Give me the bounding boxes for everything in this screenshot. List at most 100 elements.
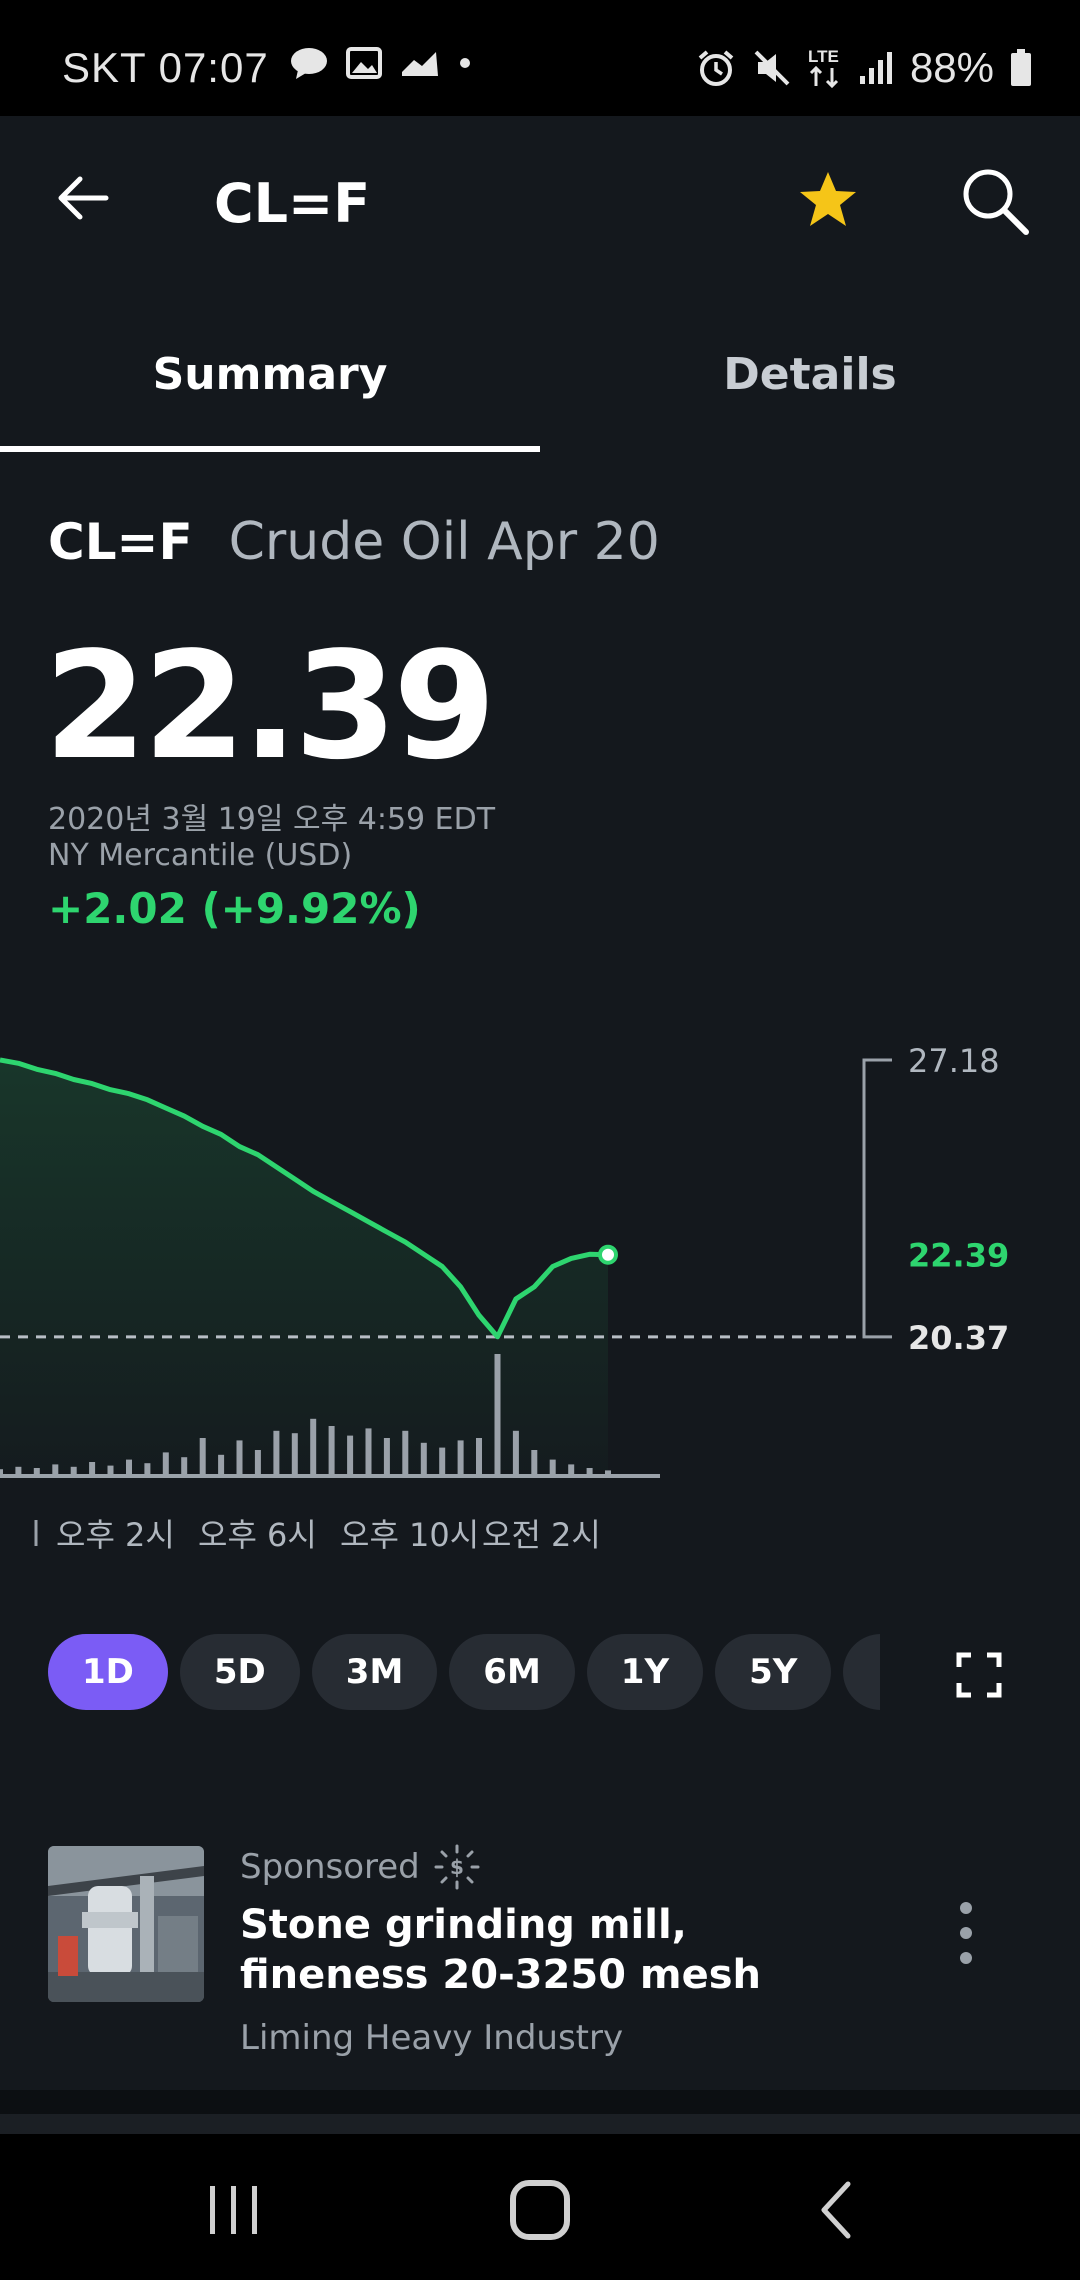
image-icon [346, 47, 382, 79]
tab-details[interactable]: Details [723, 348, 897, 400]
range-max-button[interactable]: MAX [843, 1634, 880, 1710]
x-tick-label: 오후 2시 [56, 1516, 175, 1554]
ad-source: Liming Heavy Industry [240, 2018, 624, 2058]
volume-bar [476, 1438, 482, 1474]
volume-bar [89, 1462, 96, 1474]
volume-bar [365, 1428, 372, 1474]
volume-bars [0, 1354, 611, 1474]
svg-text:LTE: LTE [808, 47, 839, 66]
chart-app-icon [402, 52, 438, 76]
quote-symbol: CL=F [48, 513, 193, 571]
volume-bar [328, 1426, 335, 1474]
y-label-high: 27.18 [908, 1042, 1000, 1080]
y-label-current: 22.39 [908, 1237, 1009, 1275]
ad-sponsored-label: Sponsored $ [240, 1844, 480, 1890]
x-tick-label: 오후 6시 [198, 1516, 317, 1554]
quote-change: +2.02 (+9.92%) [48, 884, 421, 933]
volume-bar [52, 1464, 59, 1474]
sponsored-text: Sponsored [240, 1847, 420, 1887]
range-5y-button[interactable]: 5Y [715, 1634, 832, 1710]
signal-icon [859, 52, 892, 84]
dollar-sun-icon: $ [434, 1844, 480, 1890]
current-price-dot [598, 1244, 618, 1265]
volume-bar [586, 1468, 593, 1474]
volume-bar [402, 1430, 409, 1474]
recent-apps-icon[interactable] [206, 2182, 262, 2238]
y-label-previous-close: 20.37 [908, 1319, 1009, 1357]
quote-exchange: NY Mercantile (USD) [48, 838, 353, 873]
volume-bar [218, 1454, 225, 1474]
volume-bar [254, 1450, 261, 1474]
alarm-icon [698, 50, 734, 86]
section-divider [0, 2090, 1080, 2114]
tab-bar: Summary Details [0, 292, 1080, 456]
next-section-edge [0, 2114, 1080, 2134]
volume-bar [144, 1463, 151, 1474]
price-area [0, 1060, 608, 1470]
price-line [0, 1057, 609, 1340]
x-tick-label: 오후 10시 [340, 1516, 479, 1554]
dot-icon [460, 58, 470, 68]
vibrate-mute-icon [754, 50, 790, 86]
range-6m-button[interactable]: 6M [449, 1634, 575, 1710]
volume-bar [70, 1466, 77, 1474]
volume-bar [383, 1438, 390, 1474]
svg-text:$: $ [450, 1855, 464, 1879]
volume-bar [181, 1457, 188, 1474]
arrow-left-icon[interactable] [54, 168, 114, 228]
volume-bar [291, 1433, 298, 1474]
price-chart[interactable]: 27.18 22.39 20.37 오후 2시 오후 6시 오후 10시 오전 … [0, 1000, 1080, 1560]
notification-icons [290, 46, 472, 80]
quote-heading: CL=F Crude Oil Apr 20 [48, 512, 660, 572]
lte-icon: LTE [808, 47, 839, 89]
range-3m-button[interactable]: 3M [311, 1634, 438, 1710]
home-icon[interactable] [508, 2178, 572, 2242]
quote-name: Crude Oil Apr 20 [228, 512, 660, 572]
y-axis-bracket [862, 1058, 892, 1339]
system-icons: LTE 88% [696, 44, 1032, 92]
range-5d-button[interactable]: 5D [179, 1634, 300, 1710]
volume-bar [236, 1440, 243, 1474]
volume-bar [199, 1438, 206, 1474]
volume-bar [107, 1465, 114, 1474]
quote-timestamp: 2020년 3월 19일 오후 4:59 EDT [48, 802, 496, 837]
volume-bar [126, 1459, 132, 1474]
range-1d-button[interactable]: 1D [48, 1634, 168, 1710]
volume-bar [347, 1435, 354, 1474]
back-icon[interactable] [816, 2180, 856, 2240]
carrier-time: SKT 07:07 [62, 44, 269, 91]
fullscreen-icon[interactable] [956, 1652, 1002, 1698]
range-1y-button[interactable]: 1Y [586, 1634, 704, 1710]
ad-image [48, 1846, 204, 2002]
app-header: CL=F [0, 116, 1080, 292]
volume-bar [531, 1450, 538, 1474]
range-selector: 1D 5D 3M 6M 1Y 5Y MAX [48, 1634, 880, 1710]
status-bar: SKT 07:07 LTE 88% [0, 0, 1080, 116]
volume-bar [605, 1470, 611, 1474]
ad-title[interactable]: Stone grinding mill, fineness 20-3250 me… [240, 1902, 762, 1998]
volume-bar [33, 1468, 40, 1474]
tab-summary[interactable]: Summary [152, 348, 388, 400]
volume-bar [162, 1452, 169, 1474]
volume-bar [457, 1440, 464, 1474]
sponsored-ad[interactable]: Sponsored $ Stone grinding mill, finenes… [0, 1810, 1080, 2090]
quote-price: 22.39 [44, 620, 496, 792]
star-icon[interactable] [796, 168, 860, 232]
volume-bar [0, 1469, 3, 1474]
volume-bar [512, 1430, 519, 1474]
volume-bar [439, 1447, 446, 1474]
volume-bar [15, 1466, 22, 1474]
volume-bar [420, 1442, 427, 1474]
volume-bar [568, 1464, 575, 1474]
volume-bar [273, 1430, 280, 1474]
volume-bar [310, 1418, 317, 1474]
search-icon[interactable] [958, 164, 1030, 236]
system-nav-bar [0, 2134, 1080, 2280]
volume-bar [549, 1459, 556, 1474]
battery-percent: 88% [909, 44, 994, 91]
battery-icon [1011, 49, 1031, 86]
x-tick-label: 오전 2시 [482, 1516, 601, 1554]
more-options-icon[interactable] [954, 1898, 978, 1968]
volume-bar [494, 1354, 501, 1474]
active-tab-indicator [0, 446, 540, 452]
